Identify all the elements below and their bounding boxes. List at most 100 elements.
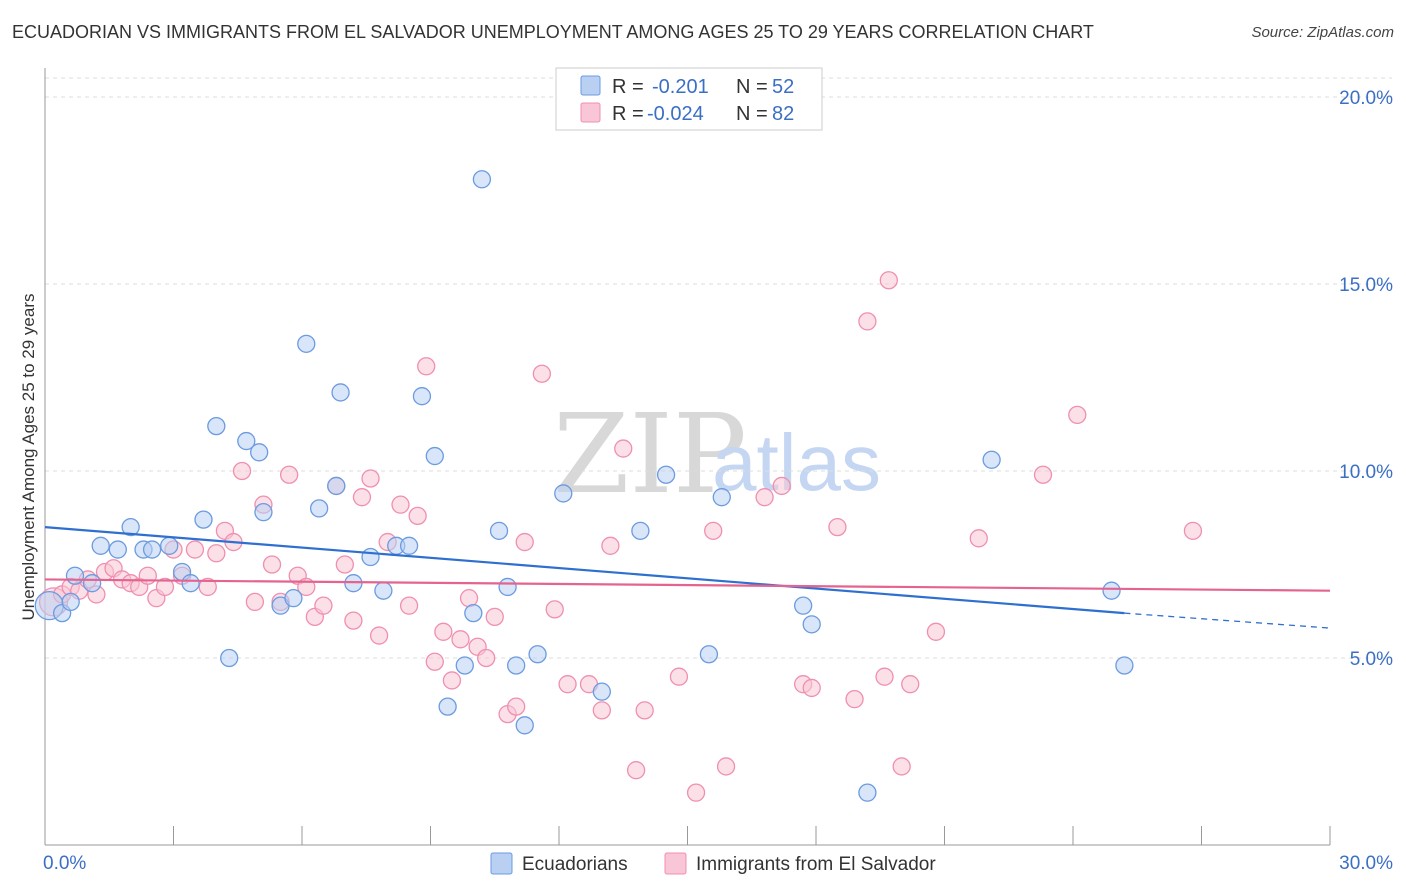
el-salvador-point bbox=[969, 529, 988, 548]
y-axis-label: Unemployment Among Ages 25 to 29 years bbox=[19, 294, 38, 621]
ecuadorian-point bbox=[331, 383, 350, 402]
el-salvador-point bbox=[485, 607, 504, 627]
el-salvador-point bbox=[926, 622, 946, 641]
ecuadorian-point bbox=[982, 450, 1001, 469]
ecuadorian-point bbox=[1102, 581, 1121, 600]
el-salvador-point bbox=[1033, 465, 1053, 484]
el-salvador-point bbox=[232, 461, 252, 481]
el-salvador-point bbox=[532, 364, 552, 383]
ecuadorian-point bbox=[65, 566, 85, 585]
el-salvador-point bbox=[352, 488, 372, 507]
el-salvador-point bbox=[1183, 521, 1203, 540]
legend-n-value-2: 82 bbox=[772, 103, 794, 125]
ecuadorian-point bbox=[425, 446, 444, 466]
el-salvador-point bbox=[361, 469, 380, 488]
el-salvador-point bbox=[755, 488, 774, 507]
legend-n-label-1: N = bbox=[736, 76, 768, 98]
ecuadorian-point bbox=[121, 517, 140, 537]
ecuadorian-point bbox=[699, 645, 719, 664]
legend-swatch-ecuadorians bbox=[580, 75, 601, 96]
el-salvador-point bbox=[772, 476, 791, 496]
ecuadorian-point bbox=[712, 488, 731, 507]
el-salvador-point bbox=[515, 532, 534, 552]
ecuadorian-point bbox=[528, 645, 547, 664]
ecuadorian-point bbox=[498, 577, 517, 597]
el-salvador-point bbox=[1068, 405, 1087, 425]
el-salvador-point bbox=[858, 312, 877, 331]
bottom-legend-swatch-el-salvador bbox=[664, 852, 687, 875]
y-tick-label: 15.0% bbox=[1339, 275, 1393, 296]
el-salvador-point bbox=[845, 689, 864, 709]
el-salvador-point bbox=[207, 544, 226, 563]
ecuadorian-point bbox=[515, 716, 534, 735]
el-salvador-point bbox=[442, 671, 462, 690]
y-axis-tick-labels: 5.0% 10.0% 15.0% 20.0% bbox=[1339, 88, 1393, 670]
el-salvador-point bbox=[434, 622, 453, 641]
ecuadorian-point bbox=[297, 334, 316, 353]
el-salvador-point bbox=[592, 701, 611, 720]
ecuadorian-point bbox=[802, 615, 821, 634]
ecuadorian-point bbox=[507, 656, 526, 675]
ecuadorian-point bbox=[181, 574, 200, 593]
el-salvador-point bbox=[614, 439, 633, 458]
ecuadorian-point bbox=[254, 502, 273, 522]
el-salvador-point bbox=[451, 630, 470, 649]
y-tick-label: 20.0% bbox=[1339, 88, 1393, 109]
el-salvador-point bbox=[344, 611, 363, 630]
legend-r-label-1: R = bbox=[612, 76, 644, 98]
ecuadorian-point bbox=[1115, 656, 1134, 675]
legend-n-value-1: 52 bbox=[772, 76, 794, 98]
ecuadorian-point bbox=[455, 656, 474, 675]
el-salvador-point bbox=[545, 600, 564, 619]
el-salvador-point bbox=[892, 757, 911, 776]
ecuadorian-point bbox=[284, 589, 303, 608]
legend-r-value-2: -0.024 bbox=[647, 103, 704, 125]
bottom-legend-label-el-salvador: Immigrants from El Salvador bbox=[696, 854, 936, 875]
el-salvador-point bbox=[901, 675, 920, 694]
el-salvador-point bbox=[262, 555, 282, 574]
legend-swatch-el-salvador bbox=[580, 102, 601, 123]
trend-lines bbox=[44, 526, 1331, 629]
el-salvador-point bbox=[686, 783, 706, 802]
ecuadorian-point bbox=[361, 547, 380, 567]
el-salvador-point bbox=[879, 271, 898, 290]
ecuadorian-point bbox=[82, 574, 102, 593]
ecuadorian-point bbox=[438, 697, 457, 716]
ecuadorian-point bbox=[160, 536, 179, 555]
ecuadorian-point bbox=[237, 431, 256, 451]
ecuadorian-point bbox=[656, 465, 676, 484]
x-tick-label-max: 30.0% bbox=[1339, 853, 1393, 874]
el-salvador-point bbox=[558, 675, 577, 694]
el-salvador-point bbox=[875, 667, 894, 686]
bottom-legend-swatch-ecuadorians bbox=[490, 852, 513, 875]
el-salvador-point bbox=[704, 521, 723, 540]
el-salvador-point bbox=[279, 465, 299, 484]
ecuadorian-point bbox=[61, 592, 80, 612]
ecuadorian-point bbox=[399, 536, 419, 555]
series-immigrants-el-salvador bbox=[38, 271, 1203, 802]
el-salvador-point bbox=[399, 596, 419, 615]
ecuadorian-point bbox=[220, 648, 239, 668]
trend-line-ecuadorians bbox=[44, 526, 1125, 615]
ecuadorian-point bbox=[108, 540, 127, 559]
ecuadorian-point bbox=[91, 536, 110, 555]
ecuadorian-point bbox=[794, 596, 813, 615]
el-salvador-point bbox=[245, 592, 265, 612]
watermark-atlas: atlas bbox=[712, 418, 881, 507]
gridlines bbox=[45, 77, 1392, 659]
x-tick-label-min: 0.0% bbox=[43, 853, 86, 874]
ecuadorian-point bbox=[207, 416, 226, 436]
series-ecuadorians bbox=[34, 170, 1134, 802]
el-salvador-point bbox=[314, 596, 333, 615]
correlation-legend: R = -0.201 N = 52 R = -0.024 N = 82 bbox=[555, 67, 823, 131]
ecuadorian-point bbox=[489, 521, 509, 540]
el-salvador-point bbox=[802, 678, 821, 698]
ecuadorian-point bbox=[194, 510, 213, 529]
x-axis-ticks bbox=[44, 826, 1331, 845]
legend-r-value-1: -0.201 bbox=[652, 76, 709, 98]
el-salvador-point bbox=[459, 589, 479, 608]
chart-title: ECUADORIAN VS IMMIGRANTS FROM EL SALVADO… bbox=[12, 22, 1094, 42]
ecuadorian-point bbox=[858, 783, 877, 802]
ecuadorian-point bbox=[250, 443, 269, 462]
